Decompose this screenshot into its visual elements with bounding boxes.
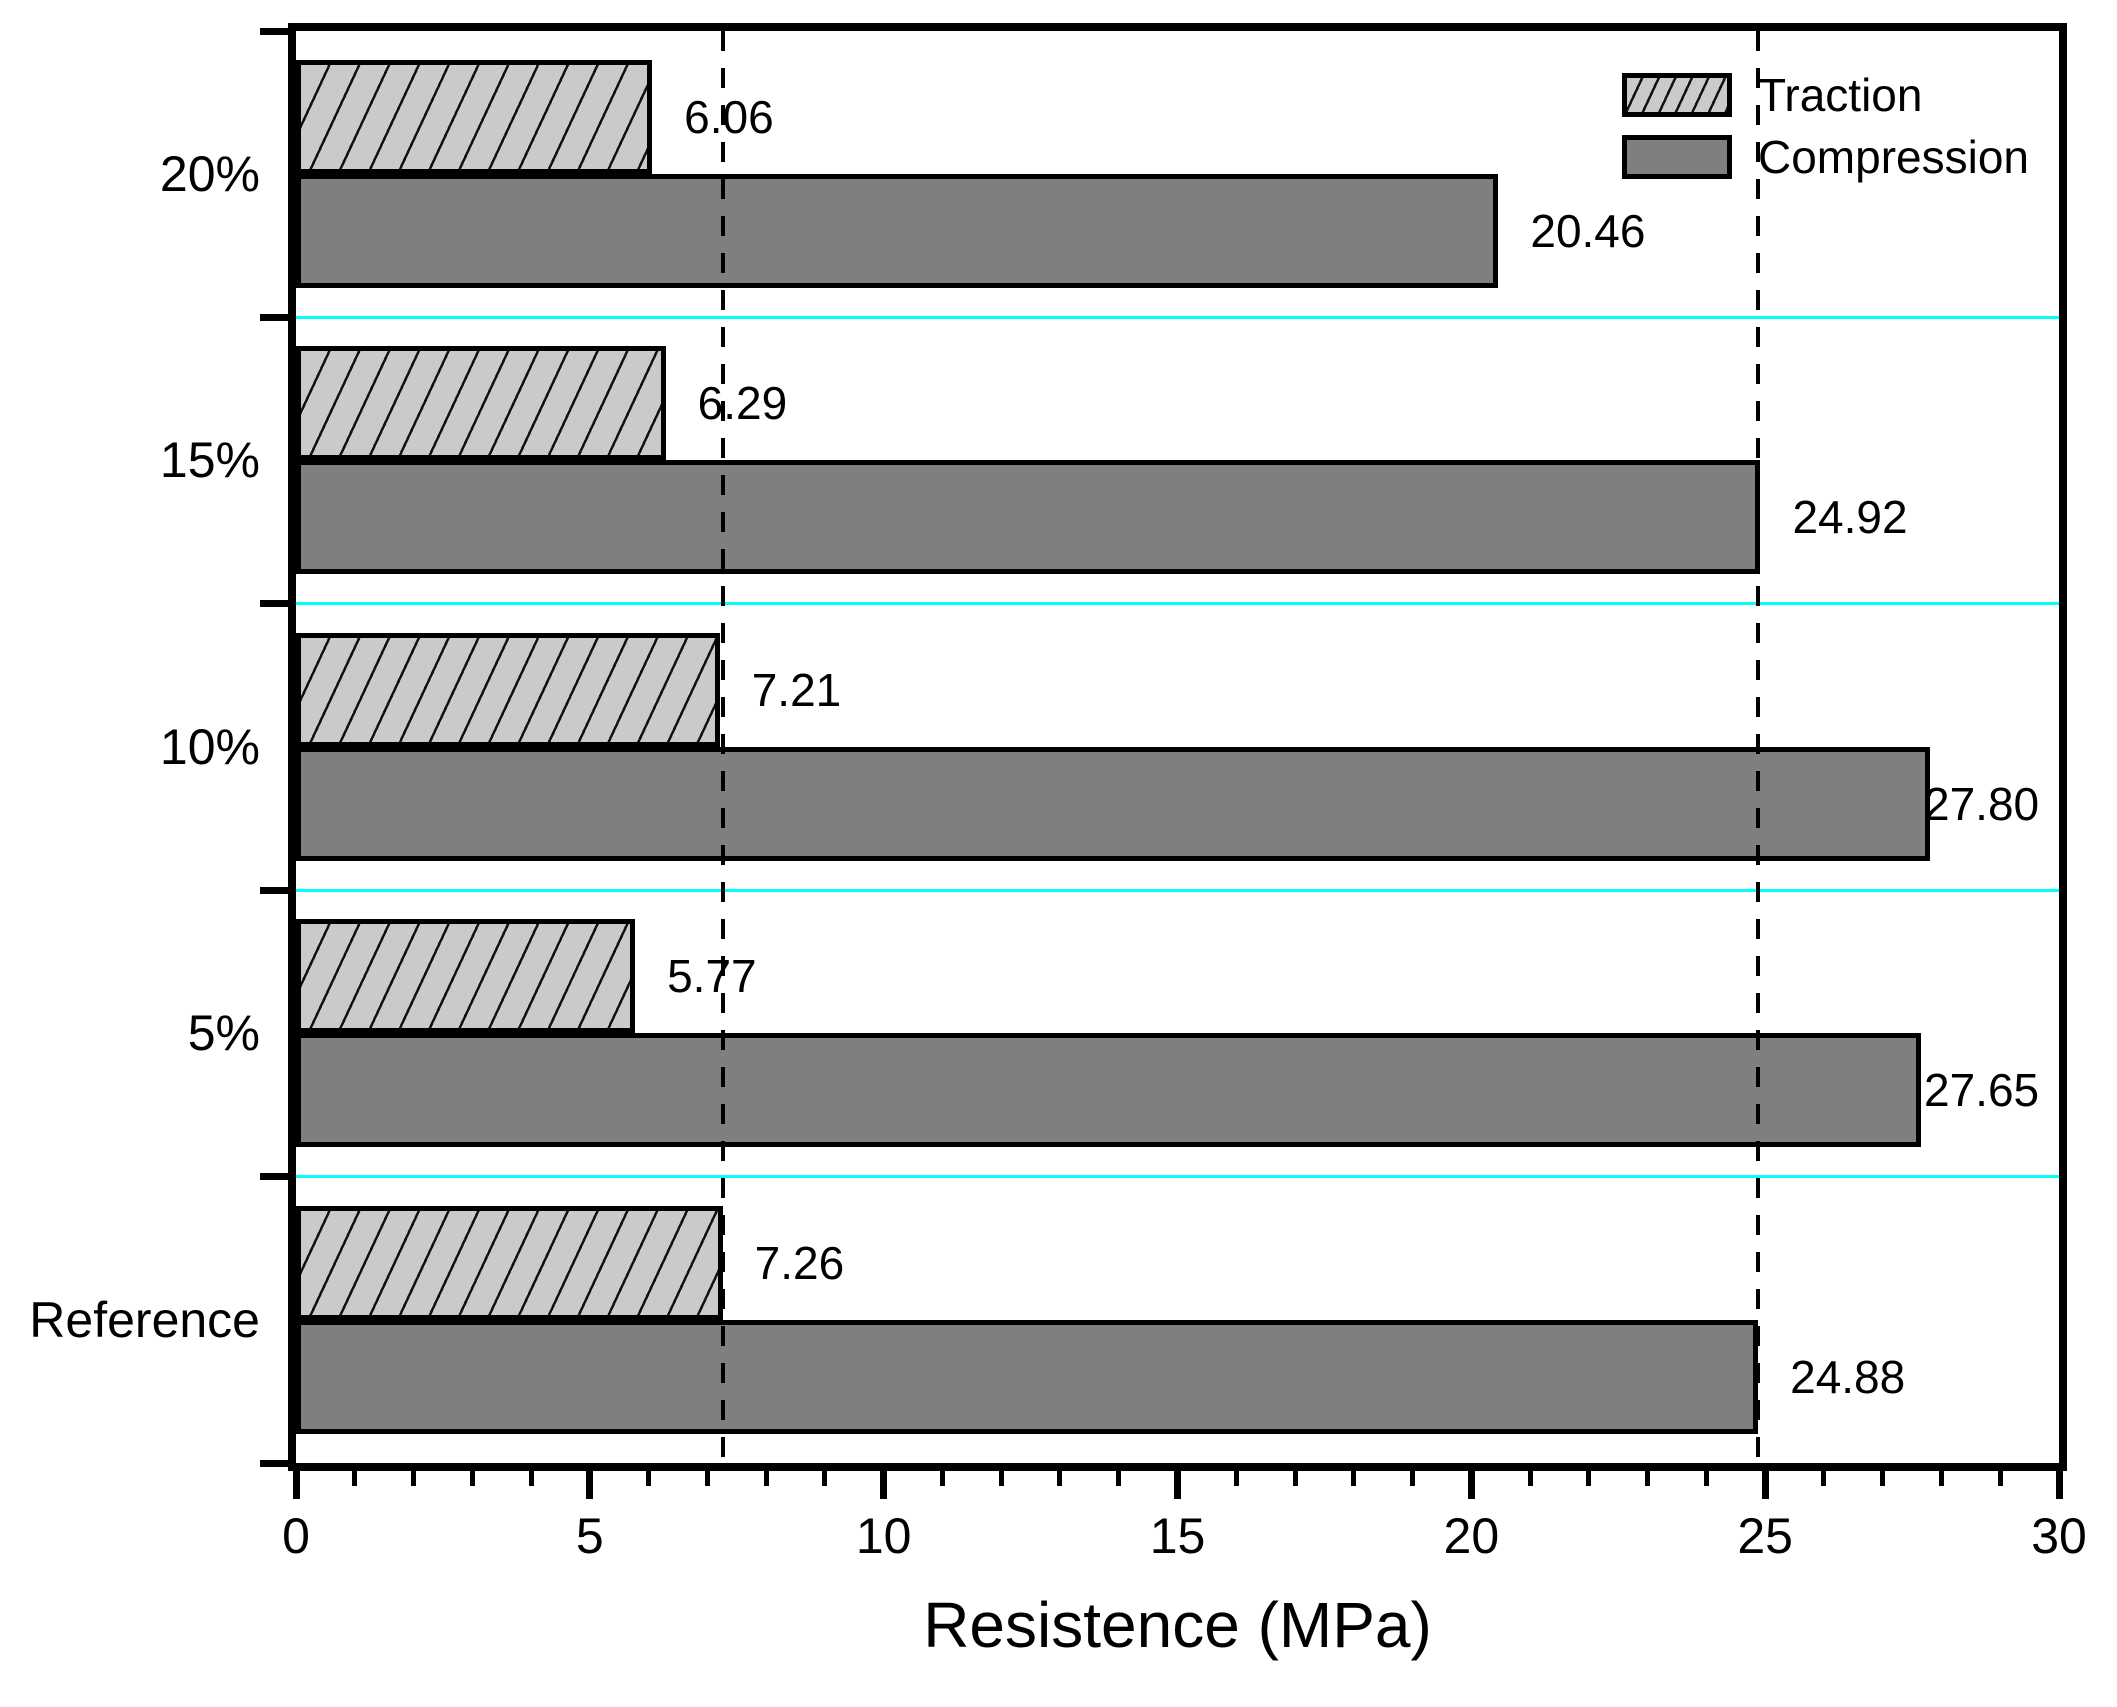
x-tick-label: 10 <box>855 1508 912 1564</box>
separator-line <box>296 888 2059 892</box>
reference-line <box>720 31 725 1463</box>
x-axis-minor-tick <box>1821 1467 1827 1486</box>
x-axis-minor-tick <box>1057 1467 1063 1486</box>
x-axis-minor-tick <box>1703 1467 1709 1486</box>
x-axis-major-tick <box>292 1467 300 1499</box>
separator-line <box>296 315 2059 319</box>
x-axis-minor-tick <box>1645 1467 1651 1486</box>
separator-line <box>296 1175 2059 1179</box>
x-tick-label: 25 <box>1737 1508 1793 1564</box>
value-label: 6.06 <box>684 91 774 143</box>
x-axis-major-tick <box>1761 1467 1769 1499</box>
x-axis-major-tick <box>880 1467 888 1499</box>
x-axis-minor-tick <box>469 1467 475 1486</box>
x-axis-minor-tick <box>1233 1467 1239 1486</box>
x-axis-minor-tick <box>822 1467 828 1486</box>
compression-bar <box>296 746 1930 861</box>
y-axis-label: 10% <box>159 718 260 775</box>
legend-label-traction: Traction <box>1758 69 1923 121</box>
x-axis-minor-tick <box>352 1467 358 1486</box>
compression-bar <box>296 1319 1759 1434</box>
x-axis-minor-tick <box>1938 1467 1944 1486</box>
value-label: 6.29 <box>697 377 788 430</box>
x-axis-minor-tick <box>939 1467 945 1486</box>
x-axis-minor-tick <box>528 1467 534 1486</box>
x-axis-minor-tick <box>646 1467 652 1486</box>
x-axis-minor-tick <box>1292 1467 1298 1486</box>
x-axis-minor-tick <box>1527 1467 1533 1486</box>
value-label: 27.65 <box>1924 1064 2040 1117</box>
x-tick-label: 5 <box>575 1508 604 1564</box>
x-axis-major-tick <box>2055 1467 2063 1499</box>
traction-bar <box>296 919 636 1034</box>
value-label: 5.77 <box>667 950 757 1003</box>
x-axis-minor-tick <box>1351 1467 1357 1486</box>
x-tick-label: 15 <box>1149 1508 1206 1564</box>
y-axis-label: Reference <box>29 1291 260 1348</box>
y-axis-tick <box>260 313 290 321</box>
y-axis-tick <box>260 600 290 608</box>
x-tick-label: 20 <box>1443 1508 1500 1564</box>
x-tick-label: 0 <box>282 1508 310 1564</box>
x-axis-minor-tick <box>411 1467 417 1486</box>
value-label: 24.88 <box>1790 1350 1906 1403</box>
x-axis-minor-tick <box>1997 1467 2003 1486</box>
traction-swatch-icon <box>1622 73 1732 117</box>
compression-swatch-icon <box>1622 135 1732 179</box>
traction-bar <box>296 60 653 174</box>
compression-bar <box>296 174 1499 288</box>
legend-item-compression: Compression <box>1622 134 2029 180</box>
x-axis-major-tick <box>1174 1467 1181 1499</box>
traction-bar <box>296 632 720 747</box>
value-label: 27.80 <box>1924 777 2040 830</box>
y-axis-tick <box>260 1459 290 1467</box>
compression-bar <box>296 1033 1921 1148</box>
y-axis-tick <box>260 27 290 35</box>
x-axis-minor-tick <box>763 1467 769 1486</box>
traction-bar <box>296 346 666 461</box>
y-axis-tick <box>260 1173 290 1181</box>
x-axis-minor-tick <box>1410 1467 1416 1486</box>
x-axis-major-tick <box>586 1467 594 1499</box>
x-axis-minor-tick <box>1880 1467 1886 1486</box>
x-tick-label: 30 <box>2031 1508 2087 1564</box>
reference-line <box>1756 31 1761 1463</box>
x-axis-minor-tick <box>1586 1467 1592 1486</box>
x-axis-title: Resistence (MPa) <box>923 1589 1432 1661</box>
value-label: 7.26 <box>754 1236 845 1289</box>
x-axis-major-tick <box>1467 1467 1475 1499</box>
compression-bar <box>296 460 1761 575</box>
value-label: 24.92 <box>1792 491 1908 544</box>
y-axis-tick <box>260 886 290 894</box>
value-label: 20.46 <box>1530 205 1646 257</box>
y-axis-label: 15% <box>159 432 260 489</box>
x-axis-minor-tick <box>998 1467 1004 1486</box>
separator-line <box>296 602 2059 606</box>
y-axis-label: 5% <box>187 1005 260 1062</box>
x-axis-minor-tick <box>1116 1467 1122 1486</box>
traction-bar <box>296 1205 723 1320</box>
x-axis-minor-tick <box>704 1467 710 1486</box>
value-label: 7.21 <box>751 663 842 716</box>
legend-item-traction: Traction <box>1622 72 2029 118</box>
y-axis-label: 20% <box>159 146 260 202</box>
legend: Traction Compression <box>1622 72 2029 196</box>
legend-label-compression: Compression <box>1758 131 2029 183</box>
